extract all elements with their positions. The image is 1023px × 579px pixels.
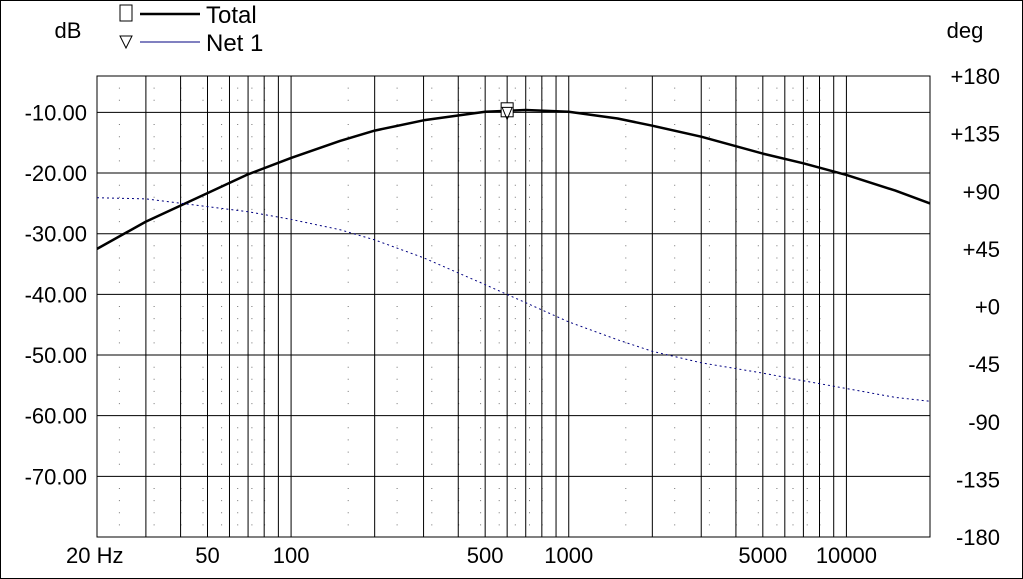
y-right-tick-label: +45	[963, 237, 1000, 262]
y-right-tick-label: -180	[956, 525, 1000, 550]
x-tick-label: 10000	[816, 543, 877, 568]
y-left-tick-label: -40.00	[25, 282, 87, 307]
x-tick-label: 100	[273, 543, 310, 568]
x-tick-label: 50	[195, 543, 219, 568]
x-tick-label: 20 Hz	[66, 543, 123, 568]
series-marker-triangle	[501, 106, 513, 121]
y-left-tick-label: -70.00	[25, 464, 87, 489]
axes: 20 Hz 50 100 500 1000 5000 10000 -10.00 -20.00 -3…	[25, 64, 1000, 568]
y-right-tick-label: +90	[963, 179, 1000, 204]
y-left-tick-label: -20.00	[25, 161, 87, 186]
y-right-tick-label: -45	[968, 352, 1000, 377]
y-right-tick-label: +135	[950, 122, 1000, 147]
legend-marker-triangle	[119, 35, 133, 50]
curves	[96, 102, 931, 402]
grid-minor-dots	[118, 87, 821, 526]
y-left-tick-label: -50.00	[25, 343, 87, 368]
left-axis-unit: dB	[55, 18, 82, 43]
plot-frame	[96, 75, 931, 538]
y-right-tick-label: -90	[968, 410, 1000, 435]
y-right-tick-label: -135	[956, 467, 1000, 492]
x-tick-label: 5000	[738, 543, 787, 568]
series-line-net-1	[96, 197, 931, 402]
grid	[97, 76, 930, 537]
y-left-tick-label: -10.00	[25, 100, 87, 125]
series-line-total	[96, 108, 931, 250]
legend-label: Total	[206, 2, 257, 29]
legend-marker-square	[119, 4, 133, 22]
right-axis-unit: deg	[947, 18, 984, 43]
x-tick-label: 1000	[544, 543, 593, 568]
x-tick-label: 500	[467, 543, 504, 568]
y-right-tick-label: +0	[975, 295, 1000, 320]
y-left-tick-label: -30.00	[25, 222, 87, 247]
legend-label: Net 1	[206, 30, 263, 57]
y-right-tick-label: +180	[950, 64, 1000, 89]
y-left-tick-label: -60.00	[25, 404, 87, 429]
